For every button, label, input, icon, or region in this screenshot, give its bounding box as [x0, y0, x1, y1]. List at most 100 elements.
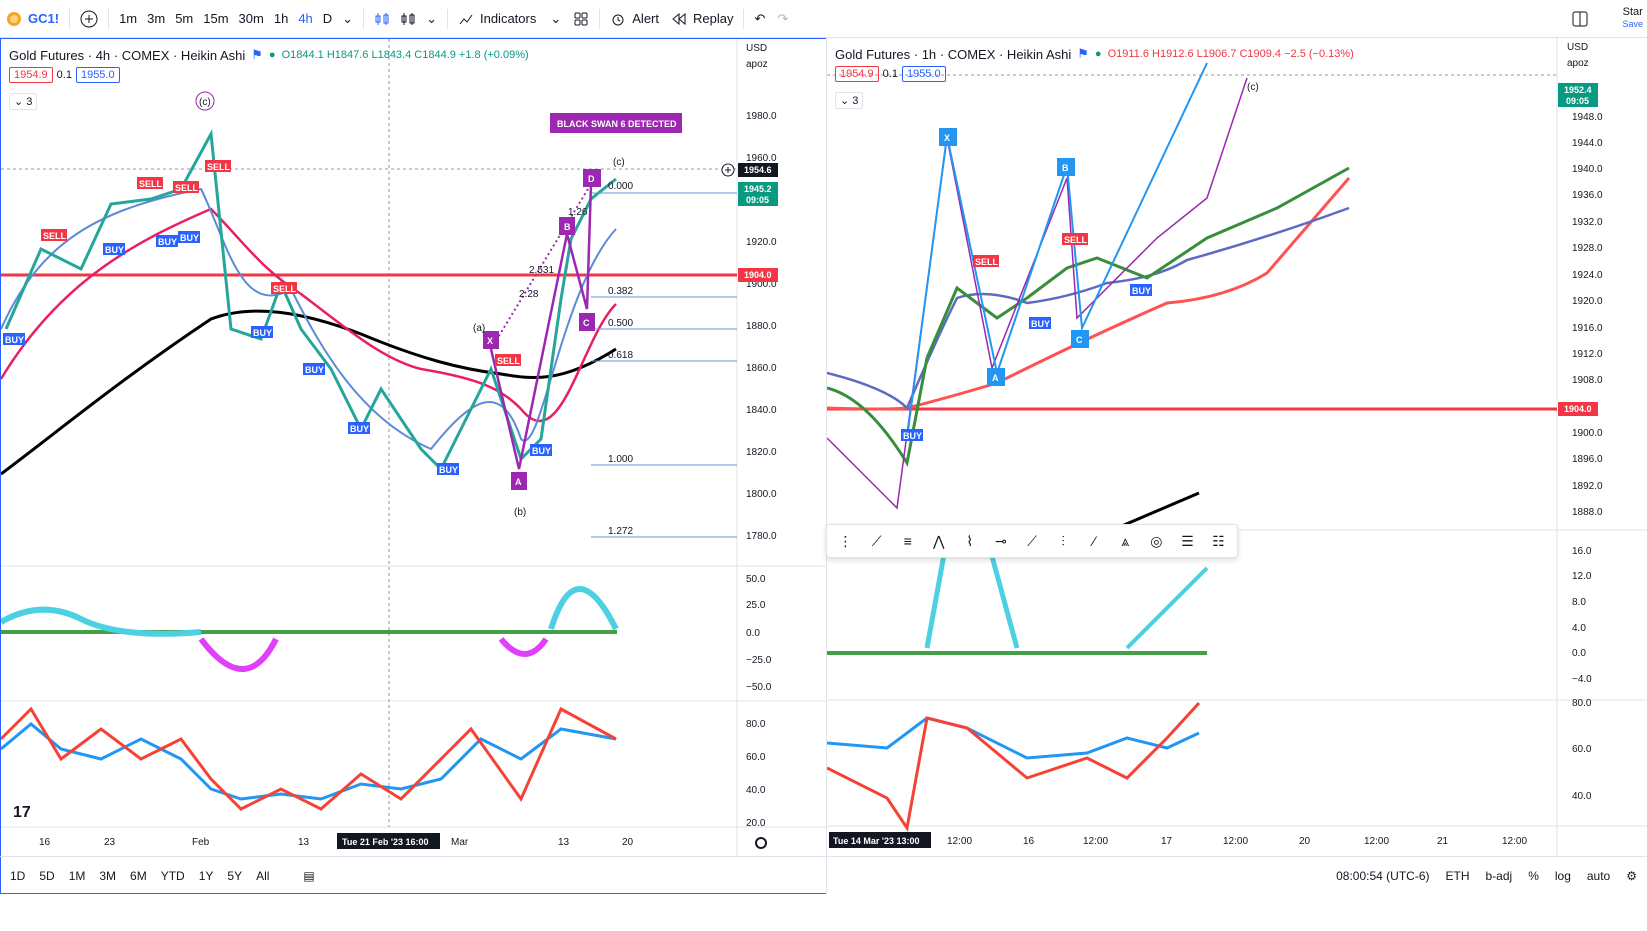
- bid-price[interactable]: 1954.9: [9, 67, 53, 83]
- left-chart-canvas[interactable]: 1980.0 1960.0 1920.0 1900.0 1880.0 1860.…: [1, 39, 828, 857]
- scale-mode-label[interactable]: apoz: [1567, 58, 1589, 69]
- timeframe-4h[interactable]: 4h: [298, 11, 313, 26]
- fib-retracement[interactable]: 0.000 0.382 0.500 0.618 1.000 1.272: [591, 181, 737, 538]
- symbol-search[interactable]: GC1!: [0, 0, 65, 38]
- undo-button[interactable]: ↶: [748, 0, 771, 38]
- svg-text:12:00: 12:00: [1364, 836, 1389, 847]
- right-price-axis[interactable]: 1948.0 1944.0 1940.0 1936.0 1932.0 1928.…: [1572, 112, 1603, 518]
- left-time-axis[interactable]: 16 23 Feb 13 Mar 13 20 Tue 21 Feb '23 16…: [39, 833, 634, 849]
- settings-gear-icon[interactable]: ⚙: [1626, 868, 1637, 883]
- right-chart-canvas[interactable]: USD apoz 1948.0 1944.0 1940.0 1936.0 193…: [827, 38, 1647, 856]
- range-ytd[interactable]: YTD: [160, 868, 185, 883]
- range-3m[interactable]: 3M: [99, 868, 117, 883]
- timeframe-3m[interactable]: 3m: [147, 11, 166, 26]
- flag-icon[interactable]: ⚑: [1077, 46, 1089, 61]
- abc-pattern-icon[interactable]: ⋀: [933, 532, 945, 549]
- xabcd-icon[interactable]: ⩓: [1121, 532, 1130, 549]
- range-1m[interactable]: 1M: [68, 868, 86, 883]
- indicator-count-toggle[interactable]: ⌄ 3: [9, 93, 38, 110]
- currency-label[interactable]: USD: [746, 43, 767, 54]
- svg-text:16: 16: [1023, 836, 1035, 847]
- fib-level: 0.000: [608, 181, 633, 192]
- timeframe-1m[interactable]: 1m: [119, 11, 138, 26]
- chevron-down-icon[interactable]: ⌄: [342, 10, 354, 26]
- percent-toggle[interactable]: %: [1528, 868, 1539, 883]
- ask-price[interactable]: 1955.0: [901, 66, 946, 82]
- flag-icon[interactable]: ⚑: [251, 47, 263, 62]
- pitchfork-icon[interactable]: ⫶: [1061, 532, 1065, 549]
- left-price-axis[interactable]: 1980.0 1960.0 1920.0 1900.0 1880.0 1860.…: [746, 111, 777, 542]
- rsi-panel[interactable]: 80.0 60.0 40.0: [827, 698, 1592, 832]
- bid-price[interactable]: 1954.9: [835, 66, 879, 82]
- svg-text:1944.0: 1944.0: [1572, 138, 1603, 149]
- drag-handle-icon[interactable]: ⋮: [838, 532, 853, 549]
- log-toggle[interactable]: log: [1554, 868, 1571, 883]
- star-save-button[interactable]: Star Save: [1622, 6, 1643, 30]
- rsi-panel[interactable]: 80.0 60.0 40.0 20.0: [1, 706, 766, 829]
- svg-text:1900.0: 1900.0: [1572, 428, 1603, 439]
- timeframe-5m[interactable]: 5m: [175, 11, 194, 26]
- svg-text:1912.0: 1912.0: [1572, 349, 1603, 360]
- redo-button[interactable]: ↷: [771, 0, 794, 38]
- range-6m[interactable]: 6M: [130, 868, 147, 883]
- line-tool-icon[interactable]: ⁄: [1092, 533, 1096, 549]
- horizontal-ray-icon[interactable]: ⊸: [995, 532, 1007, 549]
- macd-oscillator[interactable]: 16.0 12.0 8.0 4.0 0.0 −4.0: [827, 535, 1592, 685]
- timeframe-d[interactable]: D: [322, 11, 333, 26]
- svg-text:BUY: BUY: [5, 335, 24, 345]
- settings-lines-icon[interactable]: ☷: [1212, 532, 1225, 549]
- indicators-button[interactable]: Indicators ⌄: [452, 0, 567, 38]
- timeframe-selector: 1m 3m 5m 15m 30m 1h 4h D ⌄: [113, 0, 359, 38]
- bars-icon[interactable]: [400, 11, 416, 27]
- top-toolbar: GC1! 1m 3m 5m 15m 30m 1h 4h D ⌄ ⌄ Indica…: [0, 0, 1647, 38]
- alert-button[interactable]: Alert: [604, 0, 665, 38]
- macd-oscillator[interactable]: 50.0 25.0 0.0 −25.0 −50.0: [1, 574, 772, 693]
- svg-text:BUY: BUY: [903, 431, 922, 441]
- ask-price[interactable]: 1955.0: [75, 67, 120, 83]
- price-series: [4, 129, 617, 472]
- replay-button[interactable]: Replay: [665, 0, 739, 38]
- spiral-icon[interactable]: ◎: [1150, 532, 1163, 549]
- fib-lines-icon[interactable]: ≡: [903, 533, 912, 549]
- harmonic-pattern[interactable]: X A B C D 1.26 2.531 2.28: [483, 169, 601, 490]
- xabcd-pattern[interactable]: [906, 62, 1208, 439]
- calendar-icon[interactable]: ▤: [303, 868, 315, 883]
- add-symbol-button[interactable]: [74, 0, 104, 38]
- fib-fan-icon[interactable]: ⌇: [966, 532, 974, 549]
- chart-settings-bar: 08:00:54 (UTC-6) ETH b-adj % log auto ⚙: [1336, 869, 1637, 883]
- auto-toggle[interactable]: auto: [1586, 868, 1611, 883]
- candles-icon[interactable]: [374, 11, 390, 27]
- layouts-button[interactable]: [567, 0, 595, 38]
- right-time-axis[interactable]: Tue 14 Mar '23 13:00 12:00 16 12:00 17 1…: [829, 832, 1527, 848]
- left-chart-panel[interactable]: 1980.0 1960.0 1920.0 1900.0 1880.0 1860.…: [0, 38, 828, 894]
- range-1d[interactable]: 1D: [10, 868, 26, 883]
- timeframe-30m[interactable]: 30m: [238, 11, 264, 26]
- currency-label[interactable]: USD: [1567, 42, 1588, 53]
- svg-text:20: 20: [622, 837, 634, 848]
- scale-mode-label[interactable]: apoz: [746, 59, 768, 70]
- fib-channel-icon[interactable]: ☰: [1181, 532, 1194, 549]
- indicator-count-toggle[interactable]: ⌄ 3: [835, 92, 864, 109]
- chevron-down-icon[interactable]: ⌄: [426, 10, 437, 26]
- settings-gear-icon[interactable]: [755, 837, 767, 849]
- trend-line-icon[interactable]: ⟋: [1027, 532, 1037, 549]
- timeframe-1h[interactable]: 1h: [273, 11, 289, 26]
- right-chart-panel[interactable]: USD apoz 1948.0 1944.0 1940.0 1936.0 193…: [826, 38, 1647, 894]
- elliott-wave-icon[interactable]: ⟋: [871, 532, 882, 549]
- ratio-label: 2.28: [519, 289, 539, 300]
- left-ohlc: O1844.1 H1847.6 L1843.4 C1844.9 +1.8 (+0…: [281, 49, 529, 61]
- session-toggle[interactable]: ETH: [1445, 868, 1470, 883]
- range-5d[interactable]: 5D: [39, 868, 55, 883]
- range-all[interactable]: All: [256, 868, 270, 883]
- crosshair-plus-icon[interactable]: [721, 163, 735, 177]
- layout-toggle-button[interactable]: [1571, 10, 1589, 31]
- badj-toggle[interactable]: b-adj: [1485, 868, 1513, 883]
- clock-display[interactable]: 08:00:54 (UTC-6): [1336, 868, 1430, 883]
- chevron-down-icon[interactable]: ⌄: [550, 10, 562, 26]
- range-1y[interactable]: 1Y: [198, 868, 214, 883]
- timeframe-15m[interactable]: 15m: [203, 11, 229, 26]
- svg-text:(c): (c): [1247, 82, 1259, 93]
- svg-text:SELL: SELL: [1064, 235, 1088, 245]
- range-5y[interactable]: 5Y: [227, 868, 243, 883]
- svg-text:B: B: [1062, 163, 1069, 173]
